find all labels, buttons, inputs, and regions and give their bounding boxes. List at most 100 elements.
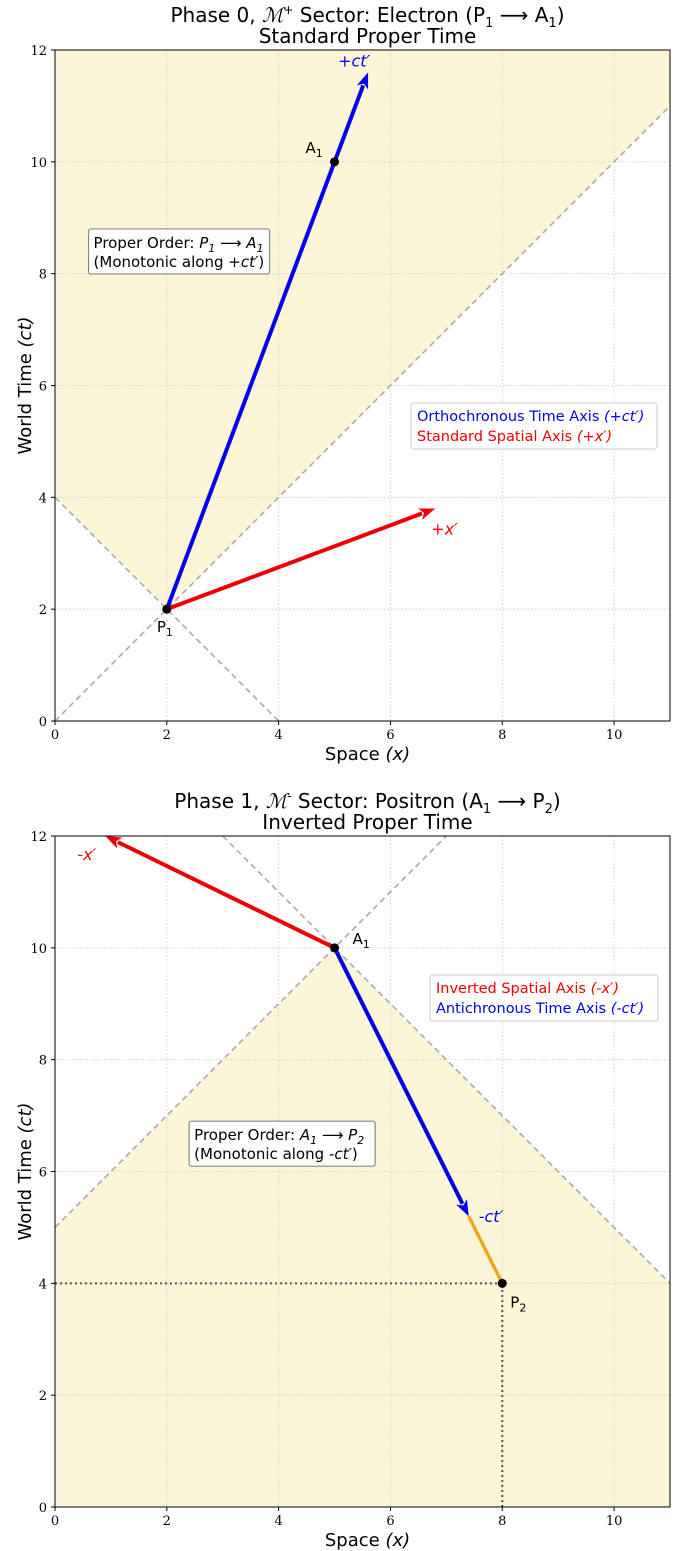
legend-entry-var: (-ct′) xyxy=(611,1001,645,1017)
light-cone-line xyxy=(222,836,670,1284)
annotation-box xyxy=(188,1120,376,1167)
x-axis-label-text: Space xyxy=(325,744,386,765)
x-tick-label: 0 xyxy=(51,1514,59,1529)
plot-area xyxy=(55,50,670,721)
y-axis-label-var: (ct) xyxy=(15,1102,36,1133)
arrow-head-0 xyxy=(356,72,369,90)
event-label-name: P xyxy=(157,618,166,636)
legend-entry-var: (+ct′) xyxy=(604,409,644,425)
annotation-prefix: Proper Order: xyxy=(94,234,200,252)
chart-subtitle: Standard Proper Time xyxy=(259,24,477,48)
y-tick-label: 4 xyxy=(39,491,47,506)
x-tick-label: 10 xyxy=(606,1514,623,1529)
legend-box xyxy=(429,974,659,1022)
annotation-from-sub: 1 xyxy=(310,1134,317,1147)
y-tick-label: 12 xyxy=(30,830,47,845)
title-sub-1: 1 xyxy=(483,802,491,817)
legend-entry-text: Standard Spatial Axis xyxy=(417,429,577,445)
event-label: A1 xyxy=(306,139,323,160)
legend-entry: Standard Spatial Axis (+x′) xyxy=(417,429,612,445)
x-axis-label-var: (x) xyxy=(385,744,410,765)
event-label: P1 xyxy=(157,618,173,639)
annotation-line2-axis: -ct′ xyxy=(329,1145,353,1163)
annotation-line-1: Proper Order: A1 ⟶ P2 xyxy=(194,1126,364,1147)
y-tick-label: 6 xyxy=(39,1166,47,1181)
annotation-line-2: (Monotonic along -ct′) xyxy=(194,1145,358,1163)
legend-box xyxy=(410,402,658,450)
x-tick-label: 4 xyxy=(274,1514,282,1529)
arrow-shaft-0 xyxy=(164,84,366,610)
title-prefix: Phase 1, xyxy=(174,789,266,813)
title-sub-1: 1 xyxy=(485,16,493,31)
x-axis-label-text: Space xyxy=(325,1530,386,1551)
event-point xyxy=(497,1278,507,1288)
title-sub-2: 1 xyxy=(548,16,556,31)
annotation-from: A xyxy=(299,1126,310,1144)
x-tick-label: 6 xyxy=(386,728,394,743)
title-middle: Sector: Electron (P xyxy=(293,3,485,27)
y-axis-label: World Time (ct) xyxy=(15,1102,36,1240)
x-tick-label: 4 xyxy=(274,728,282,743)
y-tick-label: 6 xyxy=(39,380,47,395)
arrow-label: +ct′ xyxy=(338,51,370,70)
y-tick-label: 2 xyxy=(39,603,47,618)
event-label: P2 xyxy=(510,1293,526,1314)
y-axis-label-text: World Time xyxy=(15,347,36,454)
event-label-sub: 1 xyxy=(316,147,323,160)
x-tick-label: 10 xyxy=(606,728,623,743)
legend-entry: Antichronous Time Axis (-ct′) xyxy=(436,1001,644,1017)
annotation-line-2: (Monotonic along +ct′) xyxy=(94,253,265,271)
event-label-name: P xyxy=(510,1293,519,1311)
x-axis-label: Space (x) xyxy=(325,744,410,765)
arrow-label: -x′ xyxy=(77,845,96,864)
arrow-shaft-1 xyxy=(332,946,465,1205)
y-tick-label: 0 xyxy=(39,715,47,730)
annotation-line2-suffix: ) xyxy=(352,1145,358,1163)
y-tick-label: 4 xyxy=(39,1277,47,1292)
annotation-arrow: ⟶ xyxy=(215,234,246,252)
annotation-arrow: ⟶ xyxy=(317,1126,348,1144)
x-axis-label-var: (x) xyxy=(385,1530,410,1551)
legend-entry-text: Orthochronous Time Axis xyxy=(417,409,604,425)
legend-entry-text: Inverted Spatial Axis xyxy=(436,981,591,997)
annotation-to: A xyxy=(245,234,256,252)
annotation-from: P xyxy=(199,234,209,252)
x-tick-label: 2 xyxy=(163,728,171,743)
y-tick-label: 12 xyxy=(30,44,47,59)
legend-entry-var: (+x′) xyxy=(577,429,612,445)
light-cone-line xyxy=(55,496,280,721)
event-label-sub: 1 xyxy=(363,938,370,951)
event-label: A1 xyxy=(353,930,370,951)
legend-entry-var: (-x′) xyxy=(591,981,619,997)
title-sector-sign: - xyxy=(287,789,291,803)
arrow-label: +x′ xyxy=(431,520,458,539)
light-cone-region xyxy=(55,947,670,1507)
y-tick-label: 8 xyxy=(39,1054,47,1069)
x-tick-label: 6 xyxy=(386,1514,394,1529)
annotation-from-sub: 1 xyxy=(208,242,215,255)
event-point xyxy=(330,157,340,167)
annotation-prefix: Proper Order: xyxy=(194,1126,300,1144)
chart-title: Phase 0, ℳ+ Sector: Electron (P1 ⟶ A1) xyxy=(170,3,564,31)
chart-subtitle: Inverted Proper Time xyxy=(262,810,472,834)
chart-title: Phase 1, ℳ- Sector: Positron (A1 ⟶ P2) xyxy=(174,789,560,817)
legend-entry: Orthochronous Time Axis (+ct′) xyxy=(417,409,644,425)
plot-area xyxy=(55,836,670,1507)
arrow-head-0 xyxy=(105,836,123,849)
x-tick-label: 0 xyxy=(51,728,59,743)
y-axis-label-var: (ct) xyxy=(15,316,36,347)
title-arrow: ⟶ P xyxy=(491,789,544,813)
event-point xyxy=(330,943,340,953)
y-tick-label: 0 xyxy=(39,1501,47,1516)
x-axis-label: Space (x) xyxy=(325,1530,410,1551)
y-tick-label: 2 xyxy=(39,1389,47,1404)
annotation-to: P xyxy=(348,1126,358,1144)
y-axis-label-text: World Time xyxy=(15,1133,36,1240)
light-cone-line xyxy=(55,836,447,1228)
event-label-sub: 1 xyxy=(166,626,173,639)
title-middle: Sector: Positron (A xyxy=(292,789,484,813)
light-cone-region xyxy=(55,50,670,610)
arrow-head-1 xyxy=(456,1199,469,1217)
